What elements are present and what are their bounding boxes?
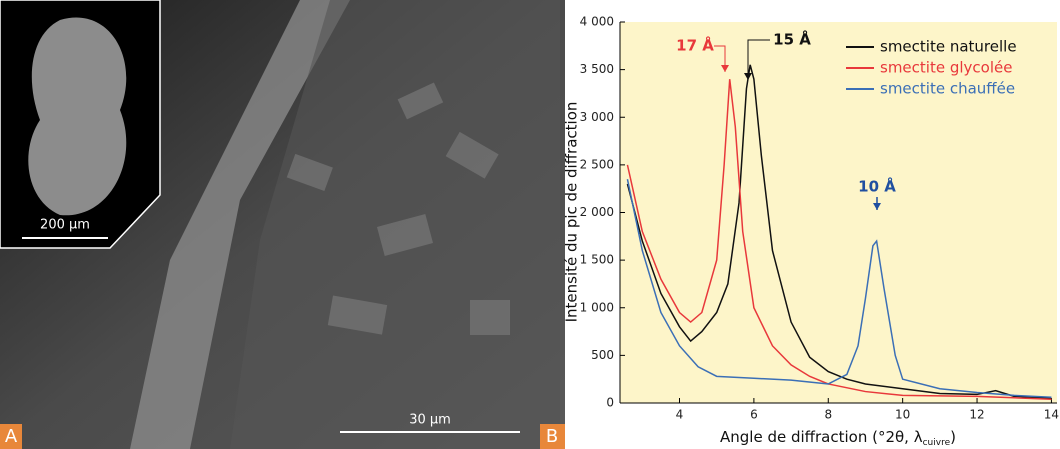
y-tick-label: 1 500: [580, 253, 614, 267]
y-tick-label: 3 500: [580, 62, 614, 76]
annotation-arrowhead: [873, 203, 881, 210]
series-line: [626, 179, 1052, 399]
x-axis-label-part: Angle de diffraction (°2θ, λ: [720, 428, 923, 446]
x-axis-label-part: ): [950, 428, 956, 446]
legend-label: smectite chauffée: [880, 80, 1015, 98]
x-axis-label-part: cuivre: [923, 438, 951, 448]
x-tick-label: 10: [895, 408, 910, 422]
panel-label: B: [546, 426, 558, 447]
sem-image: [0, 0, 565, 449]
series-line: [626, 79, 1052, 400]
y-tick-label: 4 000: [580, 15, 614, 29]
legend-label: smectite glycolée: [880, 59, 1012, 77]
x-axis-label: Angle de diffraction (°2θ, λcuivre): [720, 428, 956, 448]
annotation-arrow: [747, 39, 770, 80]
annotation: 15 Å: [773, 30, 811, 49]
scale-label: 200 µm: [40, 218, 90, 233]
x-tick-label: 4: [676, 408, 684, 422]
scale-label: 30 µm: [409, 413, 451, 428]
annotation-arrow: [714, 45, 726, 72]
y-tick-label: 500: [591, 348, 614, 362]
x-tick-label: 6: [750, 408, 758, 422]
y-tick-label: 3 000: [580, 110, 614, 124]
x-tick-label: 8: [824, 408, 832, 422]
series-line: [626, 64, 1052, 399]
y-tick-label: 1 000: [580, 300, 614, 314]
x-tick-label: 12: [969, 408, 984, 422]
annotation-arrowhead: [721, 65, 729, 72]
y-tick-label: 2 000: [580, 205, 614, 219]
y-tick-label: 0: [606, 396, 614, 410]
panel-label: A: [5, 426, 18, 447]
legend-label: smectite naturelle: [880, 38, 1017, 56]
x-tick-label: 14: [1044, 408, 1059, 422]
y-tick-label: 2 500: [580, 157, 614, 171]
y-axis-label: Intensité du pic de diffraction: [563, 102, 581, 323]
annotation-arrowhead: [744, 73, 752, 80]
annotation: 17 Å: [676, 36, 714, 55]
annotation: 10 Å: [858, 177, 896, 196]
